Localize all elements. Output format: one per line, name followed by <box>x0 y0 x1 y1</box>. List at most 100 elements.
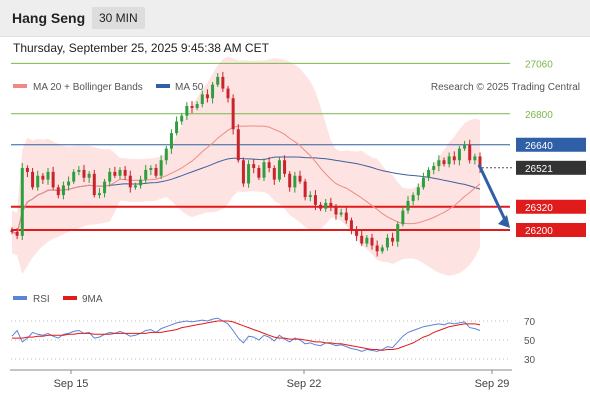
candle-body <box>262 162 266 178</box>
candle-body <box>226 88 230 99</box>
candle-body <box>20 168 24 236</box>
candle-body <box>360 235 364 244</box>
candle-body <box>15 231 19 236</box>
rsi-legend-swatch <box>13 296 27 300</box>
candle-body <box>283 160 287 174</box>
rsi-level-label-30: 30 <box>524 355 536 366</box>
candle-body <box>190 106 194 108</box>
interval-badge[interactable]: 30 MIN <box>92 7 145 29</box>
candle-body <box>25 168 29 172</box>
candle-body <box>205 94 209 99</box>
candle-body <box>247 164 251 184</box>
x-axis-tick-label: Sep 22 <box>287 378 322 390</box>
candle-body <box>457 148 461 161</box>
candle-body <box>241 160 245 184</box>
candle-body <box>180 115 184 122</box>
candle-body <box>67 181 71 186</box>
x-axis-tick-label: Sep 29 <box>475 378 510 390</box>
candle-body <box>175 121 179 134</box>
candle-body <box>154 168 158 176</box>
candle-body <box>365 237 369 244</box>
level-label-27060: 27060 <box>525 59 553 70</box>
legend-label-ma20: MA 20 + Bollinger Bands <box>33 82 143 93</box>
rsi-ma-legend-label: 9MA <box>82 294 103 305</box>
candle-body <box>77 169 81 172</box>
candle-body <box>72 171 76 182</box>
candle-body <box>200 94 204 105</box>
candle-body <box>51 171 55 188</box>
candle-body <box>61 185 65 196</box>
candle-body <box>149 168 153 170</box>
candle-body <box>144 169 148 180</box>
candle-body <box>401 210 405 225</box>
candle-body <box>139 179 143 186</box>
candle-body <box>133 185 137 188</box>
candle-body <box>329 202 333 207</box>
candle-body <box>339 212 343 215</box>
legend-swatch-ma20 <box>13 84 27 88</box>
level-label-26521: 26521 <box>525 164 553 175</box>
candle-body <box>432 166 436 170</box>
level-label-26800: 26800 <box>525 110 553 121</box>
candle-body <box>31 171 35 188</box>
candle-body <box>324 202 328 209</box>
candle-body <box>164 148 168 161</box>
candle-body <box>257 168 261 178</box>
candle-body <box>355 230 359 236</box>
candle-body <box>185 106 189 116</box>
candle-body <box>370 237 374 246</box>
forecast-arrow-head <box>498 215 510 228</box>
level-label-bg-26320 <box>516 199 586 214</box>
level-label-bg-26640 <box>516 137 586 152</box>
candle-body <box>87 173 91 178</box>
candle-body <box>128 175 132 188</box>
candle-body <box>252 164 256 168</box>
level-label-26200: 26200 <box>525 226 553 237</box>
candle-body <box>468 144 472 161</box>
candle-body <box>442 160 446 165</box>
level-label-26320: 26320 <box>525 203 553 214</box>
candle-body <box>211 84 215 99</box>
candle-body <box>293 175 297 188</box>
candle-body <box>391 237 395 242</box>
chart-timestamp: Thursday, September 25, 2025 9:45:38 AM … <box>13 41 269 55</box>
candle-body <box>97 193 101 196</box>
chart-header: Hang Seng 30 MIN <box>0 0 590 37</box>
candle-body <box>298 175 302 182</box>
rsi-legend-label: RSI <box>33 294 50 305</box>
forecast-arrow-shaft <box>477 164 508 223</box>
candle-body <box>36 175 40 188</box>
candle-body <box>319 204 323 209</box>
rsi-line <box>11 317 481 352</box>
candle-body <box>303 181 307 198</box>
candle-body <box>56 187 60 196</box>
candle-body <box>463 144 467 149</box>
candle-body <box>221 76 225 89</box>
candle-body <box>272 168 276 180</box>
candle-body <box>82 169 86 178</box>
level-label-26640: 26640 <box>525 141 553 152</box>
candle-body <box>396 224 400 242</box>
candle-body <box>103 181 107 194</box>
candle-body <box>216 76 220 85</box>
candle-body <box>452 156 456 161</box>
candle-body <box>159 160 163 176</box>
candle-body <box>267 162 271 168</box>
candle-body <box>421 177 425 188</box>
candle-body <box>416 187 420 196</box>
candle-body <box>375 245 379 252</box>
candle-body <box>478 156 482 168</box>
legend-swatch-ma50 <box>156 84 170 88</box>
candle-body <box>308 195 312 198</box>
rsi-level-label-50: 50 <box>524 336 536 347</box>
x-axis-tick-label: Sep 15 <box>54 378 89 390</box>
candle-body <box>46 171 50 180</box>
candle-body <box>288 173 292 188</box>
candle-body <box>277 160 281 180</box>
candle-body <box>92 173 96 196</box>
candle-body <box>473 156 477 161</box>
candle-body <box>344 212 348 221</box>
candle-body <box>123 169 127 176</box>
candle-body <box>113 171 117 176</box>
